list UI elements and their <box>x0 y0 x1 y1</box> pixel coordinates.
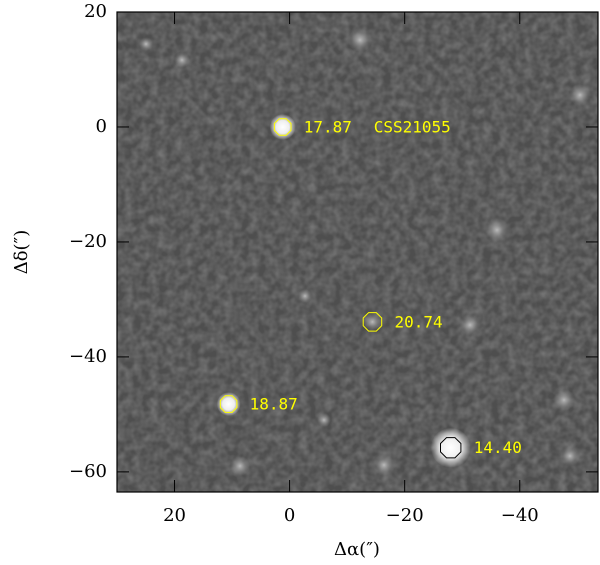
source-marker <box>273 118 292 136</box>
magnitude-label: 14.40 <box>474 438 522 457</box>
source-marker <box>219 395 238 413</box>
y-axis-label: Δδ(″) <box>11 230 32 275</box>
source-name: CSS21055 <box>374 117 451 136</box>
x-tick-label: 20 <box>163 505 186 526</box>
magnitude-label: 17.87 <box>304 117 352 136</box>
magnitude-label: 18.87 <box>250 395 298 414</box>
plot-frame <box>116 11 599 493</box>
y-tick-label: 0 <box>96 116 107 137</box>
x-axis-label: Δα(″) <box>334 539 380 560</box>
x-tick-label: 0 <box>284 505 295 526</box>
faint-stars <box>139 28 591 476</box>
x-tick-label: −20 <box>386 505 424 526</box>
y-tick-label: −40 <box>69 346 107 367</box>
star-glow <box>363 312 382 331</box>
y-tick-label: 20 <box>84 1 107 22</box>
sky-image <box>117 12 598 492</box>
x-tick-label: −40 <box>501 505 539 526</box>
source-marker <box>440 437 462 459</box>
y-tick-label: −60 <box>69 461 107 482</box>
star-glow <box>430 427 471 468</box>
source-marker <box>362 312 383 332</box>
magnitude-label: 20.74 <box>394 312 442 331</box>
star-glow <box>269 113 296 140</box>
y-tick-label: −20 <box>69 231 107 252</box>
